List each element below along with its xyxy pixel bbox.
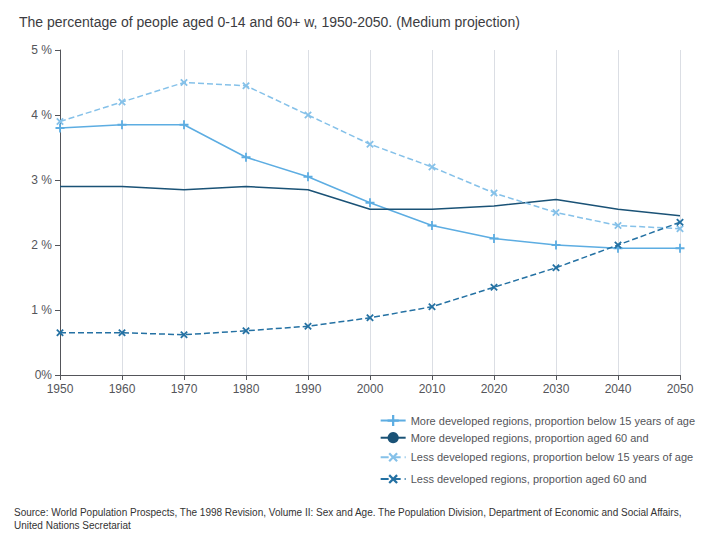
svg-text:2000: 2000 [357,382,384,396]
svg-text:1970: 1970 [171,382,198,396]
svg-text:0%: 0% [35,368,53,382]
svg-text:More developed regions, propor: More developed regions, proportion aged … [411,432,649,444]
svg-text:2010: 2010 [419,382,446,396]
svg-text:2020: 2020 [481,382,508,396]
svg-text:Source: World Population Prosp: Source: World Population Prospects, The … [14,507,684,518]
svg-text:2050: 2050 [667,382,694,396]
svg-text:5 %: 5 % [31,43,52,57]
svg-text:The percentage of people aged: The percentage of people aged 0-14 and 6… [19,14,520,30]
svg-text:1950: 1950 [47,382,74,396]
svg-text:1980: 1980 [233,382,260,396]
svg-text:1990: 1990 [295,382,322,396]
svg-text:2 %: 2 % [31,238,52,252]
svg-text:More developed regions, propor: More developed regions, proportion below… [411,415,695,427]
svg-text:United Nations Secretariat: United Nations Secretariat [14,520,131,531]
svg-text:1 %: 1 % [31,303,52,317]
svg-text:4 %: 4 % [31,108,52,122]
svg-text:3 %: 3 % [31,173,52,187]
svg-text:1960: 1960 [109,382,136,396]
svg-text:Less developed regions, propor: Less developed regions, proportion aged … [411,473,647,485]
svg-text:2040: 2040 [605,382,632,396]
svg-text:2030: 2030 [543,382,570,396]
svg-text:Less developed regions, propor: Less developed regions, proportion below… [411,451,694,463]
